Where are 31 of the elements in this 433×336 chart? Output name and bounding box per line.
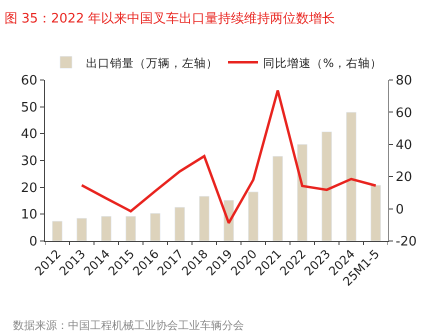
y-tick-label: 30 — [20, 154, 38, 170]
y2-tick-label: 0 — [396, 202, 404, 218]
y-tick-label: 60 — [20, 74, 38, 89]
bar — [150, 213, 160, 241]
y-tick-label: 40 — [20, 127, 38, 142]
bar — [346, 112, 356, 241]
source-note: 数据来源：中国工程机械工业协会工业车辆分会 — [13, 319, 244, 332]
bar — [297, 144, 308, 241]
line-series — [80, 89, 377, 224]
bar — [101, 216, 112, 241]
y-tick-label: 0 — [29, 234, 38, 250]
y2-tick-label: -20 — [396, 234, 417, 250]
bar — [76, 218, 87, 241]
y2-tick-label: 80 — [396, 74, 412, 89]
y-tick-label: 10 — [20, 208, 38, 223]
bar — [370, 184, 381, 241]
bar — [199, 196, 210, 241]
y2-tick-label: 60 — [396, 106, 412, 121]
y-tick-label: 20 — [20, 180, 38, 196]
bar — [272, 156, 283, 241]
chart-title: 图 35：2022 年以来中国叉车出口量持续维持两位数增长 — [4, 12, 336, 27]
legend-label: 同比增速（%，右轴） — [263, 56, 382, 70]
bar — [248, 192, 258, 241]
bar — [126, 216, 136, 241]
bar — [174, 206, 185, 241]
y2-tick-label: 40 — [396, 138, 412, 153]
bar — [52, 220, 62, 241]
y-tick-label: 50 — [20, 100, 38, 116]
legend-label: 出口销量（万辆，左轴） — [86, 56, 218, 70]
y2-tick-label: 20 — [396, 170, 412, 186]
bar — [322, 132, 332, 241]
